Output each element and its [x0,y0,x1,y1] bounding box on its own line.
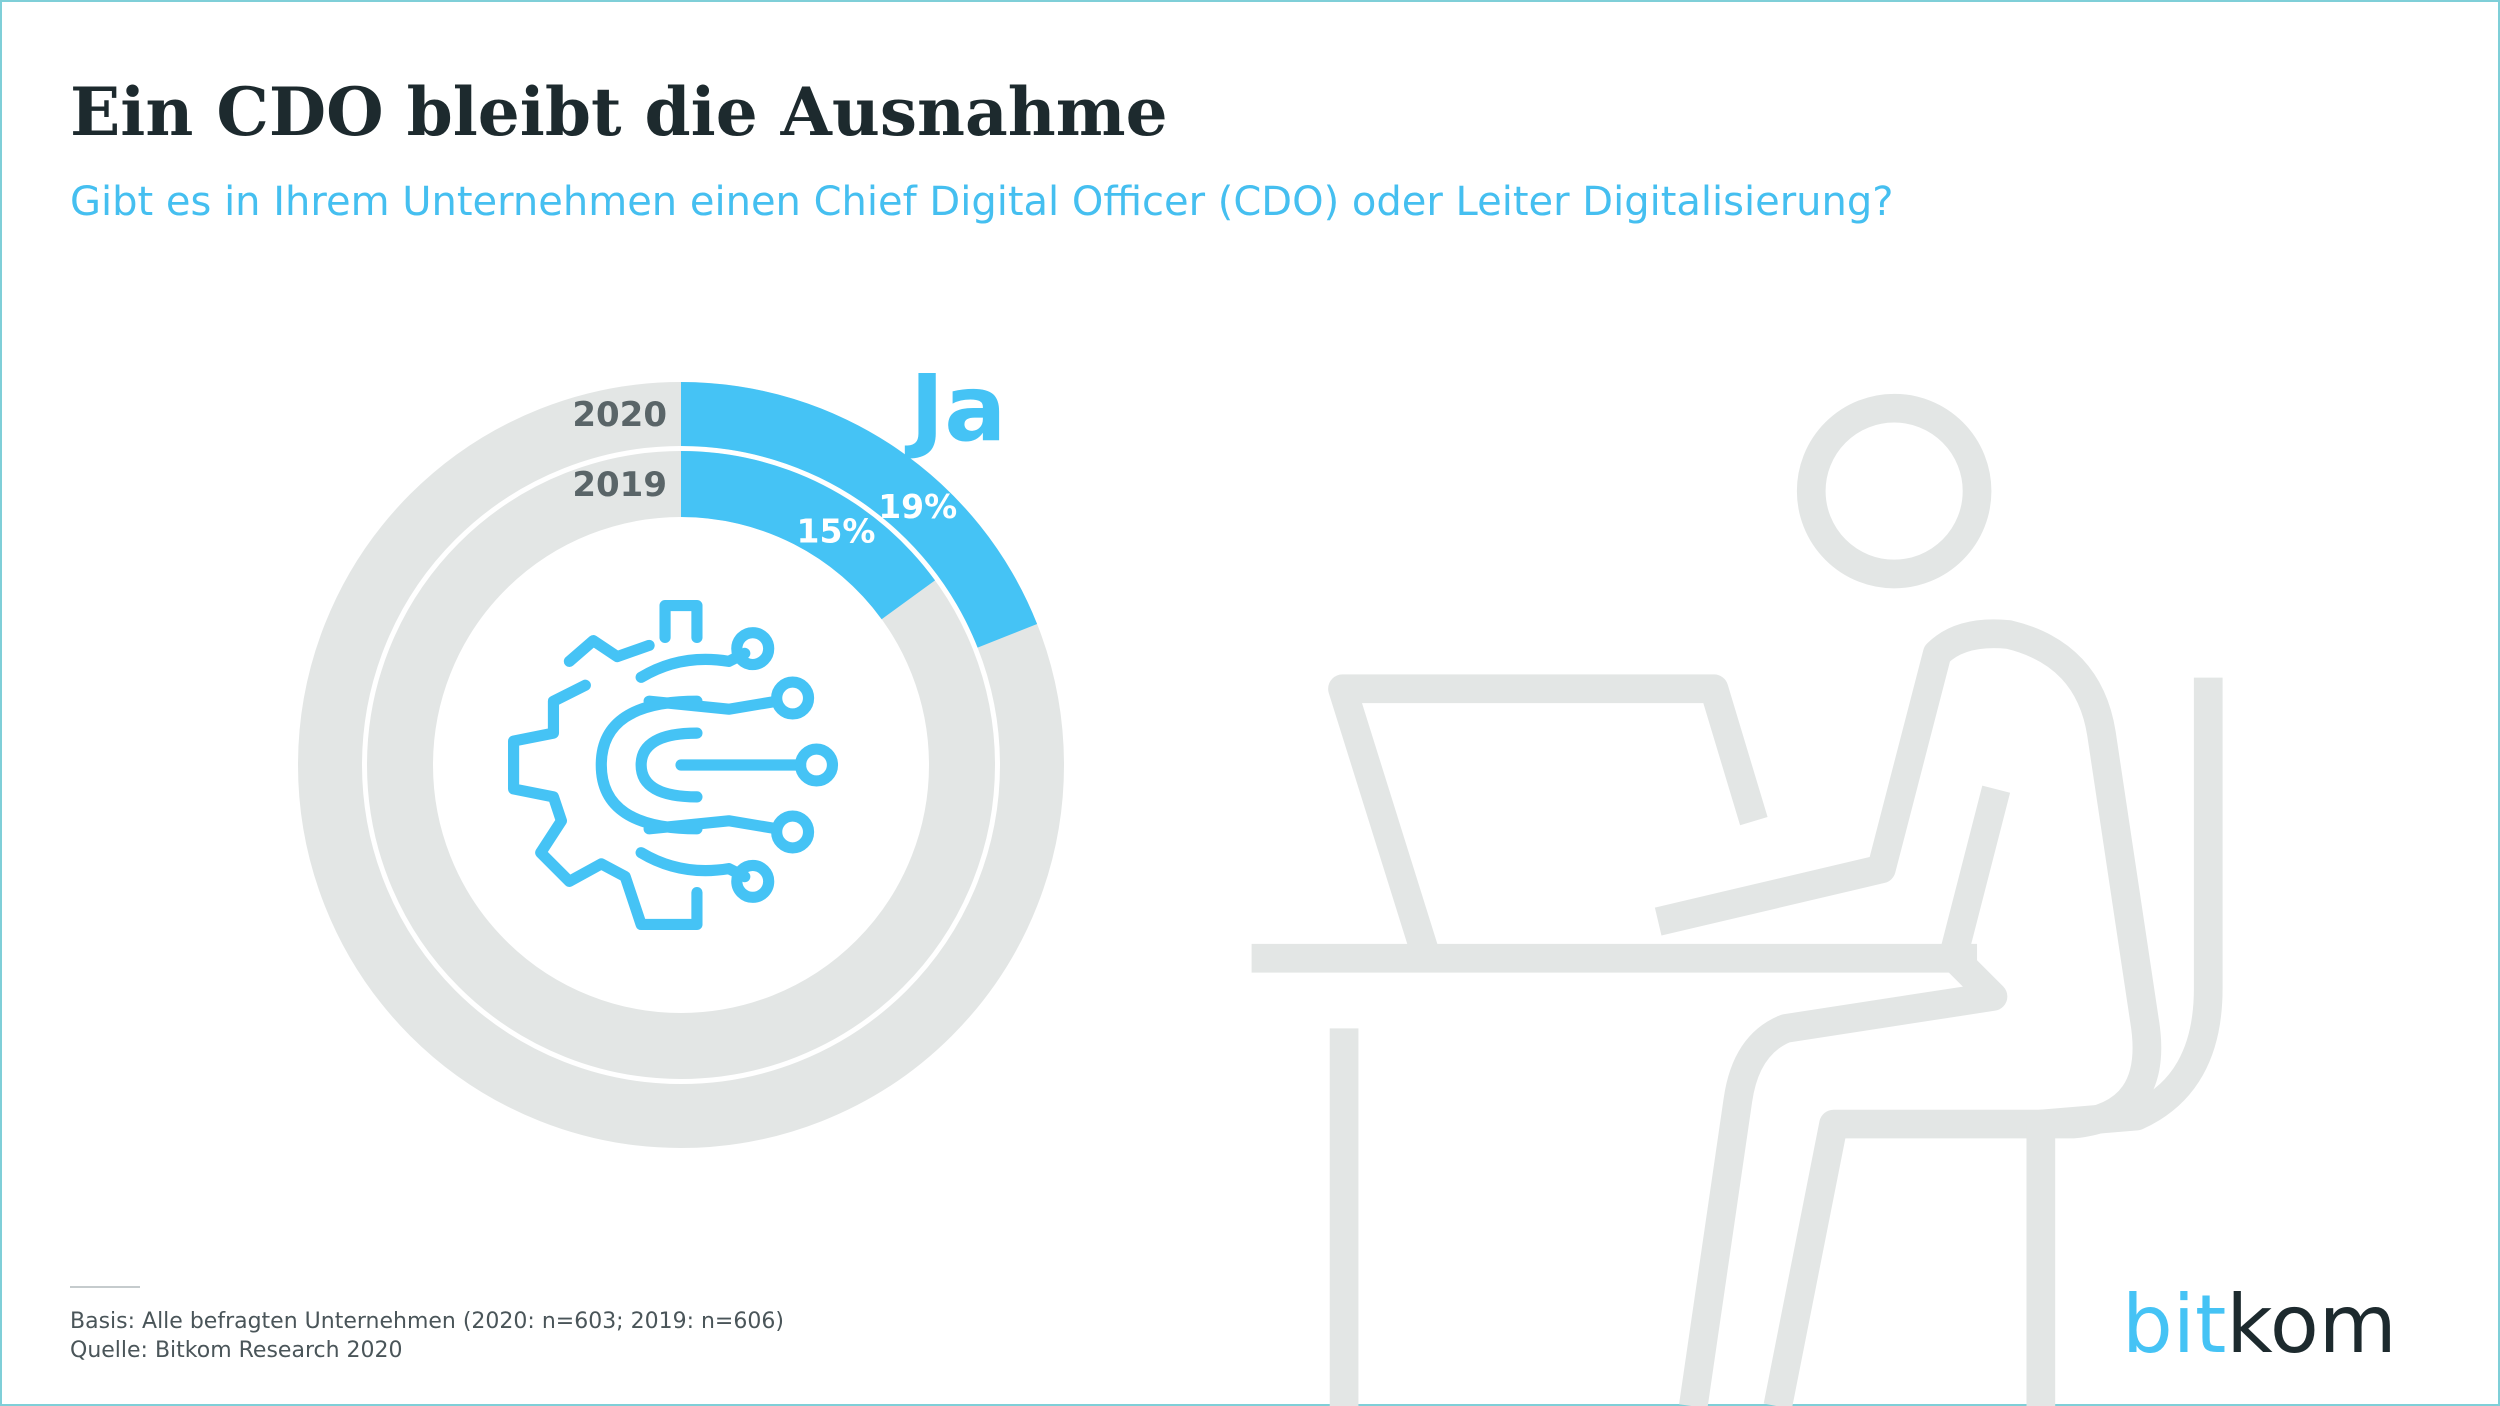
title: Ein CDO bleibt die Ausnahme [70,73,1168,151]
node [731,627,775,671]
footer-source: Quelle: Bitkom Research 2020 [70,1338,403,1363]
footer-basis: Basis: Alle befragten Unternehmen (2020:… [70,1309,784,1334]
category-label: Ja [904,355,1006,462]
circuit [595,647,807,883]
donut-segment [681,451,936,620]
gear-outline [508,599,703,931]
donut-segment [681,382,1038,648]
ring-label: 2019 [572,465,667,505]
arm-leg [1679,785,2011,1406]
logo-part: bit [2122,1278,2226,1371]
digital-gear-icon [508,599,839,931]
value-label: 19% [878,487,957,526]
head [1796,393,1992,589]
node [731,859,775,903]
subtitle: Gibt es in Ihrem Unternehmen einen Chief… [70,179,1893,225]
value-label: 15% [797,512,876,551]
node [771,676,815,720]
person-illustration [1251,393,2223,1406]
ring-label: 2020 [572,395,667,435]
logo-part: kom [2226,1278,2396,1371]
chair [2026,677,2223,1406]
laptop [1328,674,1768,953]
logo: bitkom [2122,1278,2397,1371]
node [771,810,815,854]
ring-divider [363,447,999,1083]
node [794,743,839,787]
